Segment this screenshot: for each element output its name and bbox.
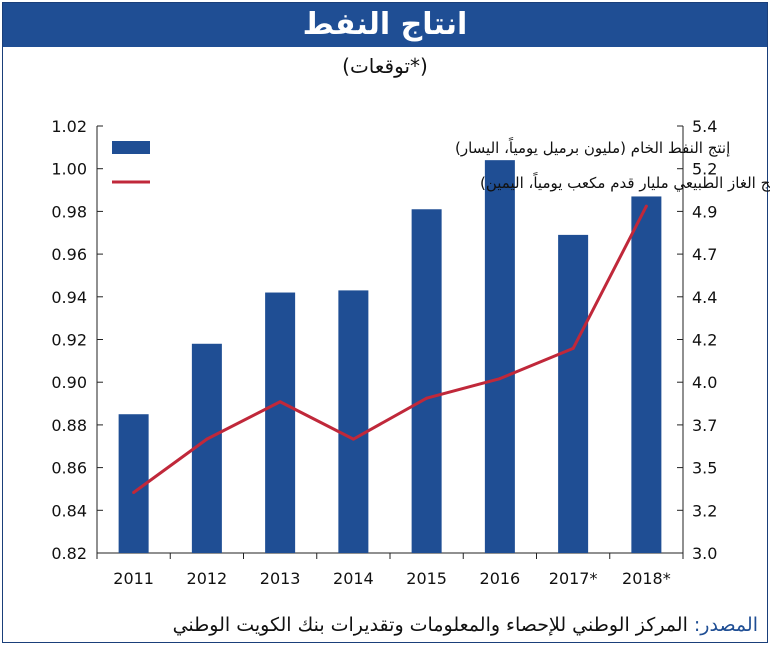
left-tick-label: 0.94: [51, 288, 87, 307]
chart-title: انتاج النفط: [3, 3, 767, 47]
left-tick-label: 0.96: [51, 245, 87, 264]
x-tick-label: 2017*: [549, 569, 598, 588]
right-tick-label: 3.7: [692, 416, 717, 435]
right-tick-label: 4.2: [692, 331, 717, 350]
line-point: [498, 377, 502, 381]
gas-line: [132, 205, 648, 494]
bar: [631, 196, 662, 553]
right-tick-label: 4.7: [692, 245, 717, 264]
line-point: [644, 204, 648, 208]
x-tick-label: 2012: [187, 569, 228, 588]
right-tick-label: 4.4: [692, 288, 717, 307]
right-tick-label: 4.0: [692, 373, 717, 392]
x-tick-label: 2014: [333, 569, 374, 588]
x-tick-label: 2016: [480, 569, 521, 588]
left-tick-label: 1.00: [51, 160, 87, 179]
right-tick-label: 3.2: [692, 501, 717, 520]
left-tick-label: 0.98: [51, 202, 87, 221]
line-point: [351, 437, 355, 441]
bar: [558, 234, 589, 553]
bar: [338, 290, 369, 553]
line-point: [132, 491, 136, 495]
legend-bar-swatch: [112, 141, 150, 154]
bar: [411, 209, 442, 553]
chart-subtitle: (*توقعات): [342, 54, 428, 78]
bar: [265, 292, 296, 553]
x-tick-label: 2013: [260, 569, 301, 588]
source-label: المصدر:: [693, 614, 758, 636]
x-tick-label: 2018*: [622, 569, 671, 588]
source-note: المصدر: المركز الوطني للإحصاء والمعلومات…: [173, 614, 758, 636]
bar: [484, 160, 515, 553]
right-tick-label: 3.0: [692, 544, 717, 563]
right-tick-label: 5.2: [692, 160, 717, 179]
bar: [191, 343, 222, 553]
x-tick-label: 2015: [406, 569, 447, 588]
left-tick-label: 0.82: [51, 544, 87, 563]
right-tick-label: 3.5: [692, 459, 717, 478]
line-point: [571, 346, 575, 350]
left-tick-label: 0.92: [51, 331, 87, 350]
source-text: المركز الوطني للإحصاء والمعلومات وتقديرا…: [172, 614, 688, 636]
right-tick-label: 5.4: [692, 117, 717, 136]
left-tick-label: 0.90: [51, 373, 87, 392]
left-tick-label: 1.02: [51, 117, 87, 136]
left-tick-label: 0.86: [51, 459, 87, 478]
line-point: [205, 437, 209, 441]
left-tick-label: 0.88: [51, 416, 87, 435]
x-tick-label: 2011: [113, 569, 154, 588]
line-point: [425, 396, 429, 400]
line-point: [278, 400, 282, 404]
legend-bar-label: إنتج النفط الخام (مليون برميل يومياً، ال…: [455, 137, 730, 157]
right-tick-label: 4.9: [692, 202, 717, 221]
legend-line-label: إنتج الغاز الطبيعي مليار قدم مكعب يومياً…: [480, 172, 770, 193]
left-tick-label: 0.84: [51, 501, 87, 520]
